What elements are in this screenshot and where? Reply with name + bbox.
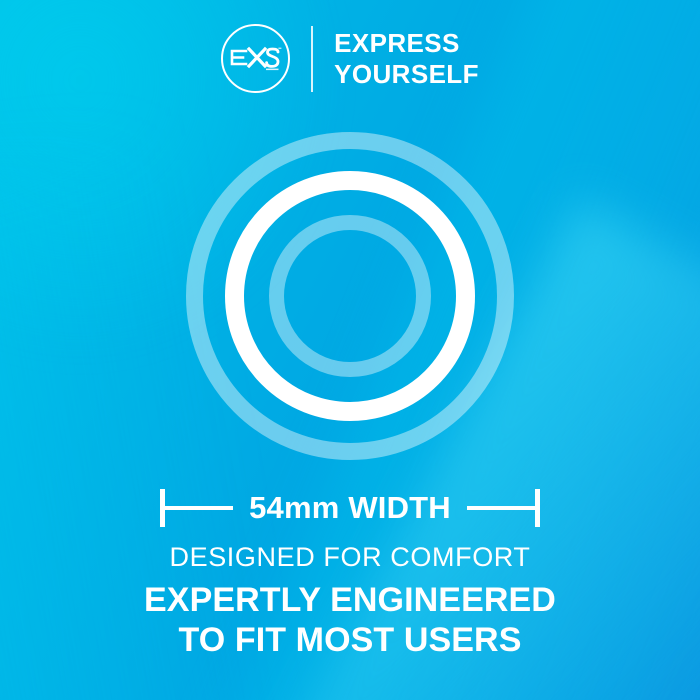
copy-headline: EXPERTLY ENGINEERED TO FIT MOST USERS xyxy=(144,581,556,659)
width-dimension-callout: 54mm WIDTH xyxy=(0,489,700,527)
dimension-end-cap-left-icon xyxy=(160,489,166,527)
header-divider xyxy=(311,25,314,92)
copy-subhead: DESIGNED FOR COMFORT xyxy=(169,542,531,572)
width-label: 54mm WIDTH xyxy=(249,490,451,525)
dimension-end-cap-right-icon xyxy=(534,489,540,527)
dimension-line-left xyxy=(165,506,234,510)
exs-logo-icon xyxy=(221,24,291,93)
dimension-line-right xyxy=(466,506,535,510)
marketing-copy-block: DESIGNED FOR COMFORT EXPERTLY ENGINEERED… xyxy=(0,540,700,661)
inner-ring xyxy=(269,215,431,377)
brand-header: EXPRESS YOURSELF xyxy=(0,24,700,93)
brand-tagline: EXPRESS YOURSELF xyxy=(334,28,479,89)
